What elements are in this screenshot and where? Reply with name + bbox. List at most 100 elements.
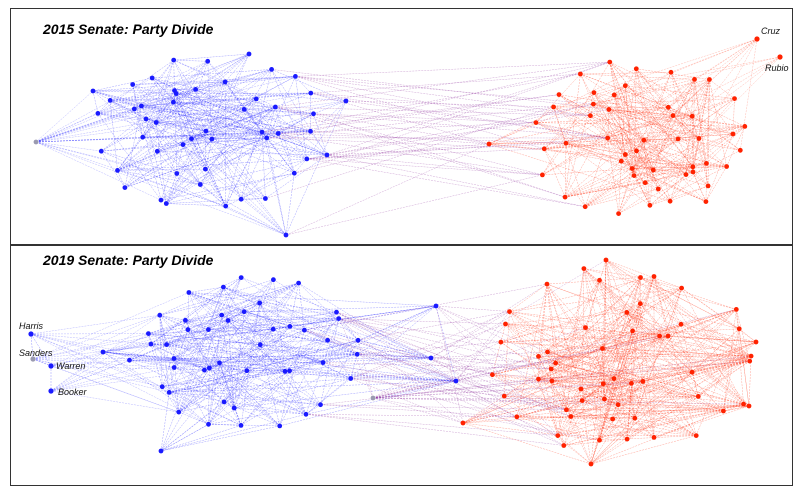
edge-dem — [310, 92, 347, 102]
edge-rep — [599, 276, 655, 441]
edge-rep — [605, 259, 669, 337]
edge-cross — [350, 323, 506, 379]
edge-rep — [546, 284, 567, 410]
edge-rep — [570, 355, 752, 417]
edge-rep — [538, 327, 586, 380]
edge-dem — [50, 351, 104, 392]
edge-rep — [632, 168, 646, 183]
edge-dem — [233, 370, 248, 409]
edge-dem — [273, 279, 286, 372]
edge-rep — [551, 380, 744, 405]
edge-dem — [176, 61, 208, 94]
edge-rep — [547, 351, 752, 357]
node-republican — [583, 325, 588, 330]
edge-rep — [607, 137, 644, 141]
edge-rep — [564, 107, 669, 198]
edge-rep — [553, 85, 626, 108]
edge-dem — [152, 69, 272, 79]
edge-dem — [166, 286, 224, 345]
edge-cross — [323, 362, 567, 411]
node-republican — [548, 366, 554, 372]
edge-rep — [658, 138, 700, 190]
edge-dem — [273, 305, 437, 330]
edge-rep — [538, 356, 615, 379]
edge-dem — [30, 333, 130, 361]
edge-rep — [604, 398, 750, 407]
node-democrat — [203, 166, 208, 172]
edge-rep — [599, 403, 744, 441]
edge-rep — [462, 380, 552, 424]
edge-rep — [547, 287, 682, 353]
edge-rep — [634, 171, 694, 176]
edge-rep — [590, 418, 635, 465]
edge-dem — [150, 343, 205, 371]
edge-rep — [692, 116, 741, 151]
edge-dem — [278, 113, 314, 134]
edge-dem — [30, 333, 34, 360]
node-democrat — [205, 58, 211, 64]
edge-dem — [159, 314, 209, 330]
edge-rep — [538, 378, 552, 382]
edge-dem — [336, 311, 432, 359]
edge-rep — [516, 362, 556, 417]
edge-rep — [608, 109, 637, 152]
edge-rep — [632, 330, 697, 436]
edge-cross — [372, 341, 501, 399]
edge-rep — [585, 154, 626, 207]
edge-dem — [156, 90, 175, 123]
edge-cross — [323, 362, 552, 370]
node-democrat — [174, 171, 180, 176]
edge-rep — [509, 311, 604, 384]
edge-rep — [602, 348, 644, 382]
edge-rep — [500, 277, 641, 343]
edge-rep — [617, 309, 737, 405]
node-democrat — [244, 368, 250, 374]
edge-rep — [636, 150, 671, 202]
edge-rep — [565, 142, 693, 168]
node-republican — [533, 120, 539, 125]
edge-rep — [553, 103, 594, 108]
edge-cross — [285, 174, 543, 236]
edge-dem — [97, 53, 250, 114]
edge-ind — [35, 108, 135, 143]
edge-dem — [182, 137, 267, 145]
edge-rep — [625, 126, 745, 155]
edge-cross — [313, 113, 608, 139]
edge-rep — [547, 351, 693, 373]
edge-rep — [612, 355, 752, 420]
edge-dem — [298, 282, 457, 382]
edge-rep — [691, 372, 744, 405]
node-democrat — [257, 300, 263, 306]
edge-dem — [101, 90, 175, 152]
node-harris — [28, 331, 34, 337]
edge-dem — [145, 53, 250, 120]
edge-rep — [547, 280, 600, 353]
edge-dem — [148, 282, 299, 334]
node-republican — [641, 137, 647, 143]
node-democrat — [324, 152, 330, 158]
edge-dem — [289, 283, 299, 327]
edge-cross — [435, 305, 558, 436]
edge-dem — [142, 122, 157, 138]
edge-rep — [640, 277, 752, 357]
node-republican — [655, 186, 661, 192]
node-democrat — [139, 103, 144, 109]
edge-dem — [30, 314, 160, 335]
edge-cross — [304, 283, 548, 331]
edge-rep — [585, 126, 745, 207]
edge-rep — [698, 138, 707, 164]
edge-dem — [117, 138, 212, 171]
edge-ind — [35, 131, 311, 143]
edge-dem — [169, 392, 307, 415]
node-republican — [741, 401, 746, 407]
edge-ind — [35, 81, 226, 143]
edge-rep — [590, 410, 724, 465]
edge-rep — [668, 79, 710, 108]
edge-rep — [670, 185, 709, 202]
edge-dem — [223, 286, 339, 319]
edge-dem — [156, 122, 311, 132]
edge-rep — [538, 360, 750, 380]
edge-rep — [553, 106, 586, 207]
edge-rep — [653, 403, 744, 438]
edge-rep — [632, 116, 693, 169]
